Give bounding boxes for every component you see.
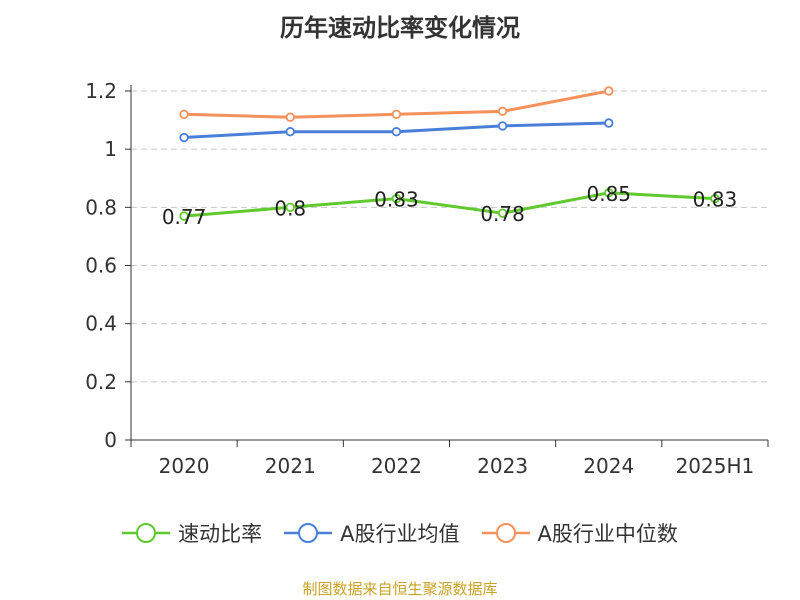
data-label: 0.83 (374, 188, 419, 212)
data-label: 0.8 (274, 196, 306, 220)
data-label: 0.78 (480, 202, 525, 226)
y-tick-label: 1 (104, 137, 117, 161)
x-tick-label: 2021 (265, 454, 316, 478)
series-line (183, 191, 715, 218)
data-label: 0.85 (586, 182, 631, 206)
data-point (497, 208, 508, 218)
data-point (285, 202, 295, 213)
y-tick-label: 0.2 (85, 370, 117, 394)
y-tick-label: 0.8 (85, 195, 117, 219)
legend-item[interactable]: A股行业均值 (284, 518, 460, 548)
legend-label: A股行业中位数 (537, 522, 678, 546)
x-tick-label: 2025H1 (676, 454, 755, 478)
y-tick-label: 0.6 (85, 254, 117, 278)
legend-item[interactable]: 速动比率 (122, 518, 262, 548)
legend-swatch-marker (298, 523, 319, 543)
legend-item[interactable]: A股行业中位数 (481, 518, 678, 548)
data-point (497, 121, 508, 131)
data-point (179, 132, 189, 143)
legend-swatch-marker (495, 523, 516, 543)
data-point (391, 127, 402, 137)
x-tick-label: 2022 (371, 454, 422, 478)
legend-label: 速动比率 (178, 522, 263, 546)
data-point (604, 188, 614, 198)
data-label: 0.83 (693, 188, 738, 212)
y-tick-label: 0.4 (85, 312, 117, 336)
legend-swatch (284, 523, 333, 543)
source-note: 制图数据来自恒生聚源数据库 (302, 580, 498, 598)
legend-swatch (122, 523, 171, 543)
data-point (604, 118, 614, 128)
data-point (285, 112, 295, 122)
data-point (710, 193, 720, 204)
x-tick-label: 2023 (477, 454, 528, 478)
data-label: 0.77 (162, 205, 207, 229)
chart-legend: 速动比率 A股行业均值 A股行业中位数 (0, 518, 800, 548)
x-tick-label: 2024 (583, 454, 634, 478)
data-point (285, 127, 295, 137)
data-point (391, 193, 402, 204)
data-point (604, 86, 614, 96)
data-point (179, 211, 189, 221)
data-point (497, 106, 508, 117)
y-tick-label: 0 (104, 428, 117, 452)
y-tick-label: 1.2 (85, 79, 117, 103)
x-tick-label: 2020 (159, 454, 210, 478)
legend-swatch (481, 523, 530, 543)
data-point (391, 109, 402, 119)
legend-swatch-marker (136, 523, 157, 543)
legend-label: A股行业均值 (340, 522, 460, 546)
chart-title: 历年速动比率变化情况 (280, 14, 520, 42)
data-point (179, 109, 189, 119)
